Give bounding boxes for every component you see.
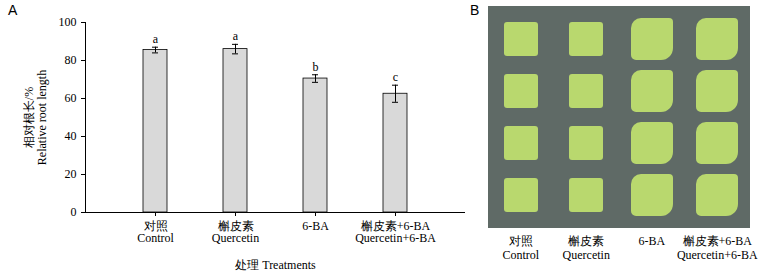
svg-text:20: 20 <box>65 167 77 181</box>
html-text:A: A <box>8 2 18 18</box>
svg-text:处理 Treatments: 处理 Treatments <box>235 258 316 272</box>
svg-text:a: a <box>233 29 239 43</box>
svg-text:0: 0 <box>71 205 77 219</box>
html-text:B: B <box>470 2 480 18</box>
svg-text:6-BA: 6-BA <box>302 219 329 233</box>
html-text:对照 Control: 对照 Control <box>502 234 540 262</box>
svg-text:槲皮素+6-BAQuercetin+6-BA: 槲皮素+6-BAQuercetin+6-BA <box>355 219 436 245</box>
svg-text:对照Control: 对照Control <box>137 219 174 245</box>
svg-text:相对根长/%Relative root length: 相对根长/%Relative root length <box>22 70 49 165</box>
svg-text:100: 100 <box>59 15 77 29</box>
svg-text:40: 40 <box>65 129 77 143</box>
svg-text:b: b <box>313 60 319 74</box>
html-text:6-BA: 6-BA <box>638 234 666 248</box>
html-text:槲皮素+6-BA Quercetin+6-BA: 槲皮素+6-BA Quercetin+6-BA <box>676 234 758 262</box>
html-text:槲皮素 Quercetin: 槲皮素 Quercetin <box>562 234 610 262</box>
svg-text:c: c <box>393 70 398 84</box>
svg-text:槲皮素Quercetin: 槲皮素Quercetin <box>212 219 259 245</box>
svg-text:60: 60 <box>65 91 77 105</box>
svg-text:a: a <box>153 32 159 46</box>
svg-text:80: 80 <box>65 53 77 67</box>
